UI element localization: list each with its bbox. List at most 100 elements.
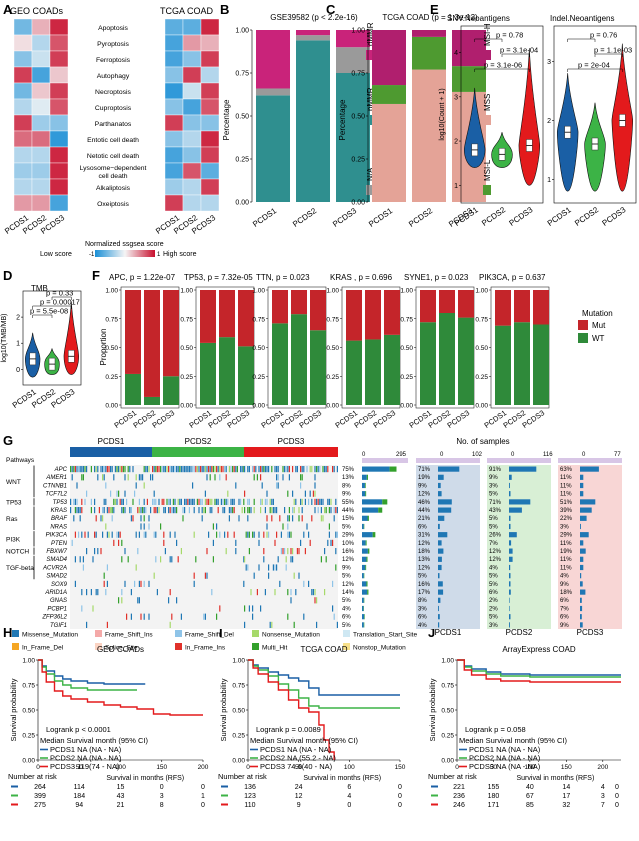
mutation-tick <box>196 498 198 505</box>
group-pct: 63% <box>560 467 573 473</box>
bar-segment-pmmr <box>256 95 290 202</box>
mutation-tick <box>79 556 81 563</box>
mutation-tick <box>309 466 311 473</box>
y-tick-label: 0.00 <box>326 403 339 410</box>
mutation-tick <box>300 539 302 546</box>
y-tick-label: 0.25 <box>441 733 454 740</box>
mutation-tick <box>252 605 254 612</box>
mutation-tick <box>87 531 89 538</box>
group-pct: 6% <box>560 615 569 621</box>
mutation-tick <box>201 498 203 505</box>
mutation-tick <box>90 589 92 596</box>
y-tick-label: 0.50 <box>235 114 249 121</box>
mutation-tick <box>217 466 219 473</box>
group-panel-label: PCDS1 <box>435 628 462 637</box>
mutation-tick <box>113 539 115 546</box>
group-pct: 4% <box>489 565 498 571</box>
group-pct: 9% <box>560 582 569 588</box>
mutation-tick <box>243 580 245 587</box>
mutation-tick <box>176 597 178 604</box>
mutation-tick <box>288 466 290 473</box>
mutation-tick <box>256 474 258 481</box>
mutation-tick <box>84 466 86 473</box>
mutation-tick <box>317 466 319 473</box>
overall-freq-bar <box>362 499 383 505</box>
mutation-tick <box>174 466 176 473</box>
y-tick-label: 0.75 <box>180 316 193 323</box>
y-tick-label: 0 <box>16 367 20 374</box>
panel-label-g: G <box>3 433 13 448</box>
mutation-tick <box>164 548 166 555</box>
mutation-tick <box>232 507 234 514</box>
chart-title: TCGA COAD <box>300 645 347 654</box>
heatmap-cell <box>49 194 69 212</box>
mutation-tick <box>196 466 198 473</box>
mutation-tick <box>103 580 105 587</box>
mutation-tick <box>81 531 83 538</box>
overall-freq-bar-multi <box>367 548 370 554</box>
x-tick-label: PCDS3 <box>507 205 534 228</box>
mutation-tick <box>143 498 145 505</box>
group-pct: 44% <box>418 508 431 514</box>
mutation-tick <box>71 474 73 481</box>
mutation-tick <box>271 498 273 505</box>
group-freq-bar <box>580 507 592 513</box>
mutation-tick <box>143 580 145 587</box>
group-pct: 18% <box>418 549 431 555</box>
legend-swatch <box>343 643 350 650</box>
bar-segment-mut <box>365 290 381 340</box>
y-tick-label: 0.00 <box>180 403 193 410</box>
heatmap-cell <box>182 130 202 148</box>
mutation-tick <box>290 597 292 604</box>
mutation-tick <box>298 572 300 579</box>
group-label: PCDS1 <box>98 437 125 446</box>
mutation-tick <box>153 490 155 497</box>
mutation-tick <box>272 507 274 514</box>
group-pct: 19% <box>418 475 431 481</box>
mutation-tick <box>216 613 218 620</box>
mutation-tick <box>247 564 249 571</box>
legend-label: Frame_Shift_Del <box>185 632 234 639</box>
risk-count: 12 <box>295 793 303 800</box>
group-pct: 12% <box>489 549 502 555</box>
bar-segment-pmmr <box>336 73 370 202</box>
mutation-tick <box>132 498 134 505</box>
mutation-tick <box>219 466 221 473</box>
mutation-tick <box>211 498 213 505</box>
group-freq-bar <box>438 507 452 513</box>
y-tick-label: 0.75 <box>441 683 454 690</box>
heatmap-cell <box>164 130 184 148</box>
mutation-tick <box>102 531 104 538</box>
risk-count: 0 <box>201 802 205 809</box>
y-tick-label: 0.25 <box>235 157 249 164</box>
overall-freq-bar <box>362 491 366 497</box>
pvalue-label: p = 0.00017 <box>40 298 80 307</box>
mutation-tick <box>285 564 287 571</box>
mutation-tick <box>156 466 158 473</box>
mutation-tick <box>129 466 131 473</box>
mutation-tick <box>111 531 113 538</box>
x-tick-label: 200 <box>198 764 209 771</box>
mutation-tick <box>138 474 140 481</box>
mutation-tick <box>142 507 144 514</box>
heatmap-cell <box>164 50 184 68</box>
group-pct: 5% <box>489 516 498 522</box>
mutation-tick <box>290 589 292 596</box>
heatmap-cell <box>31 130 51 148</box>
mutation-tick <box>243 498 245 505</box>
mutation-tick <box>116 466 118 473</box>
mutation-tick <box>314 597 316 604</box>
mutation-tick <box>228 515 230 522</box>
mutation-tick <box>74 507 76 514</box>
heatmap-row-label: Entotic cell death <box>87 137 139 144</box>
group-pct: 4% <box>560 574 569 580</box>
mutation-tick <box>261 466 263 473</box>
median-title: Median Survival month (95% CI) <box>250 736 358 745</box>
mutation-tick <box>108 507 110 514</box>
y-tick-label: 0.75 <box>351 71 365 78</box>
group-panel-background <box>487 465 551 629</box>
bar-segment-mut <box>291 290 307 315</box>
mutation-tick <box>225 548 227 555</box>
heatmap-tcga <box>164 18 220 212</box>
median-title: Median Survival month (95% CI) <box>40 736 148 745</box>
